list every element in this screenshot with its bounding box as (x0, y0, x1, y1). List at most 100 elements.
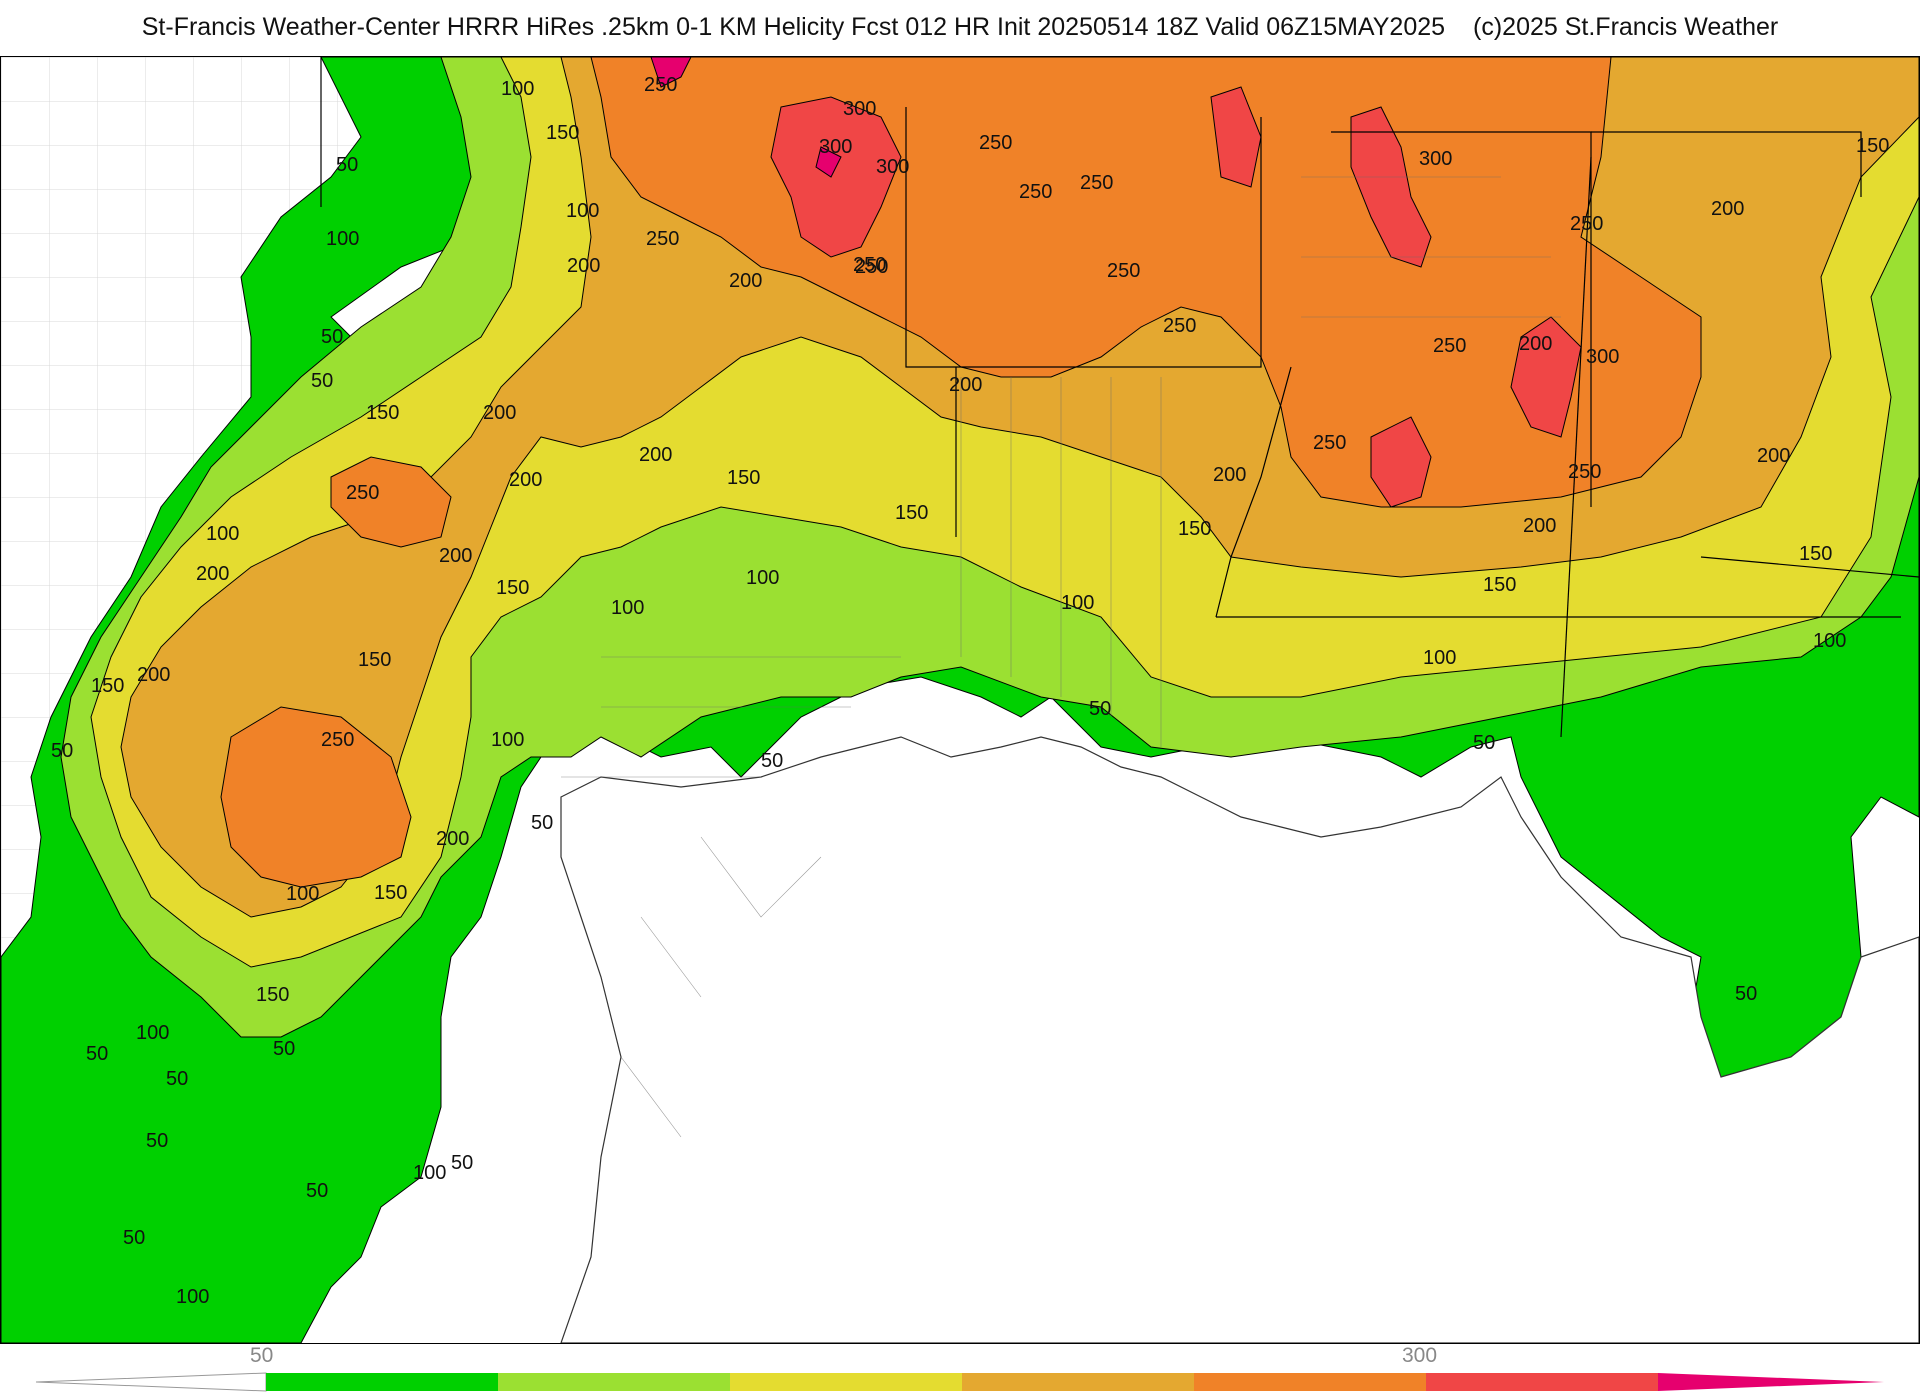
legend-taper-high (1658, 1373, 1884, 1391)
contour-label-150: 150 (1856, 135, 1889, 157)
contour-label-50: 50 (761, 750, 783, 772)
contour-label-250: 250 (646, 228, 679, 250)
contour-label-300: 300 (1586, 346, 1619, 368)
contour-label-200: 200 (949, 374, 982, 396)
contour-label-50: 50 (273, 1038, 295, 1060)
contour-label-250: 250 (644, 74, 677, 96)
helicity-band-250-west (220, 706, 412, 888)
helicity-band-300-d (1370, 416, 1432, 508)
legend-segment-300 (1426, 1373, 1658, 1391)
contour-label-50: 50 (306, 1180, 328, 1202)
contour-label-250: 250 (979, 132, 1012, 154)
contour-label-100: 100 (413, 1162, 446, 1184)
contour-label-50: 50 (1089, 698, 1111, 720)
contour-label-100: 100 (491, 729, 524, 751)
contour-label-200: 200 (137, 664, 170, 686)
contour-label-50: 50 (146, 1130, 168, 1152)
contour-label-200: 200 (1711, 198, 1744, 220)
contour-label-300: 300 (1419, 148, 1452, 170)
contour-label-200: 200 (509, 469, 542, 491)
contour-label-250: 250 (1433, 335, 1466, 357)
contour-label-100: 100 (566, 200, 599, 222)
contour-label-100: 100 (501, 78, 534, 100)
contour-label-200: 200 (1519, 333, 1552, 355)
contour-label-200: 200 (439, 545, 472, 567)
contour-label-250: 250 (1568, 461, 1601, 483)
contour-label-100: 100 (1813, 630, 1846, 652)
contour-label-50: 50 (1735, 983, 1757, 1005)
contour-label-200: 200 (483, 402, 516, 424)
contour-label-150: 150 (546, 122, 579, 144)
contour-label-100: 100 (611, 597, 644, 619)
contour-label-150: 150 (895, 502, 928, 524)
contour-label-50: 50 (336, 154, 358, 176)
contour-label-50: 50 (531, 812, 553, 834)
contour-label-300: 300 (819, 136, 852, 158)
contour-label-250: 250 (1080, 172, 1113, 194)
legend-segment-200 (962, 1373, 1194, 1391)
color-legend (35, 1372, 1884, 1392)
county-lines (561, 176, 1561, 1138)
helicity-band-300-b (1350, 106, 1432, 268)
legend-segment-50 (266, 1373, 498, 1391)
contour-label-200: 200 (1523, 515, 1556, 537)
helicity-map: 50 50 50 50 50 50 50 50 50 50 50 50 50 50 50 50 100 100 10… (0, 56, 1920, 1344)
contour-label-100: 100 (746, 567, 779, 589)
contour-label-150: 150 (1483, 574, 1516, 596)
contour-label-50: 50 (166, 1068, 188, 1090)
contour-label-250: 250 (346, 482, 379, 504)
contour-label-150: 150 (1178, 518, 1211, 540)
contour-label-250: 250 (1163, 315, 1196, 337)
legend-tick-50: 50 (250, 1344, 274, 1367)
contour-label-250: 250 (1313, 432, 1346, 454)
state-boundaries (320, 57, 1919, 738)
contour-label-200: 200 (567, 255, 600, 277)
contour-label-200: 200 (1213, 464, 1246, 486)
legend-taper-low (35, 1372, 267, 1392)
map-title: St-Francis Weather-Center HRRR HiRes .25… (0, 0, 1920, 54)
contour-label-300: 300 (876, 156, 909, 178)
contour-label-300: 300 (843, 98, 876, 120)
contour-label-250: 250 (853, 254, 886, 276)
helicity-band-300-a (770, 96, 902, 258)
legend-ticks: 50 300 (0, 1344, 1920, 1370)
helicity-band-300-e (1210, 86, 1262, 188)
contour-label-200: 200 (436, 828, 469, 850)
contour-label-150: 150 (496, 577, 529, 599)
contour-label-250: 250 (1570, 213, 1603, 235)
helicity-band-250-mid (330, 456, 452, 548)
helicity-band-350 (650, 57, 842, 178)
contour-label-100: 100 (206, 523, 239, 545)
contour-label-50: 50 (1473, 732, 1495, 754)
contour-label-200: 200 (196, 563, 229, 585)
contour-label-150: 150 (727, 467, 760, 489)
legend-segment-100 (498, 1373, 730, 1391)
legend-segment-250 (1194, 1373, 1426, 1391)
contour-label-150: 150 (256, 984, 289, 1006)
contour-label-100: 100 (176, 1286, 209, 1308)
contour-label-50: 50 (451, 1152, 473, 1174)
contour-label-100: 100 (136, 1022, 169, 1044)
contour-label-100: 100 (326, 228, 359, 250)
contour-label-50: 50 (311, 370, 333, 392)
contour-label-150: 150 (366, 402, 399, 424)
contour-label-150: 150 (91, 675, 124, 697)
contour-label-100: 100 (1423, 647, 1456, 669)
contour-label-250: 250 (1107, 260, 1140, 282)
gulf-of-mexico (560, 736, 1919, 1343)
legend-segment-150 (730, 1373, 962, 1391)
contour-label-50: 50 (123, 1227, 145, 1249)
contour-label-50: 50 (86, 1043, 108, 1065)
contour-label-200: 200 (1757, 445, 1790, 467)
contour-label-150: 150 (1799, 543, 1832, 565)
legend-tick-300: 300 (1402, 1344, 1438, 1367)
contour-label-100: 100 (286, 883, 319, 905)
title-text: St-Francis Weather-Center HRRR HiRes .25… (141, 12, 1446, 41)
contour-label-200: 200 (729, 270, 762, 292)
contour-label-100: 100 (1061, 592, 1094, 614)
contour-label-150: 150 (358, 649, 391, 671)
contour-label-250: 250 (321, 729, 354, 751)
contour-label-50: 50 (51, 740, 73, 762)
